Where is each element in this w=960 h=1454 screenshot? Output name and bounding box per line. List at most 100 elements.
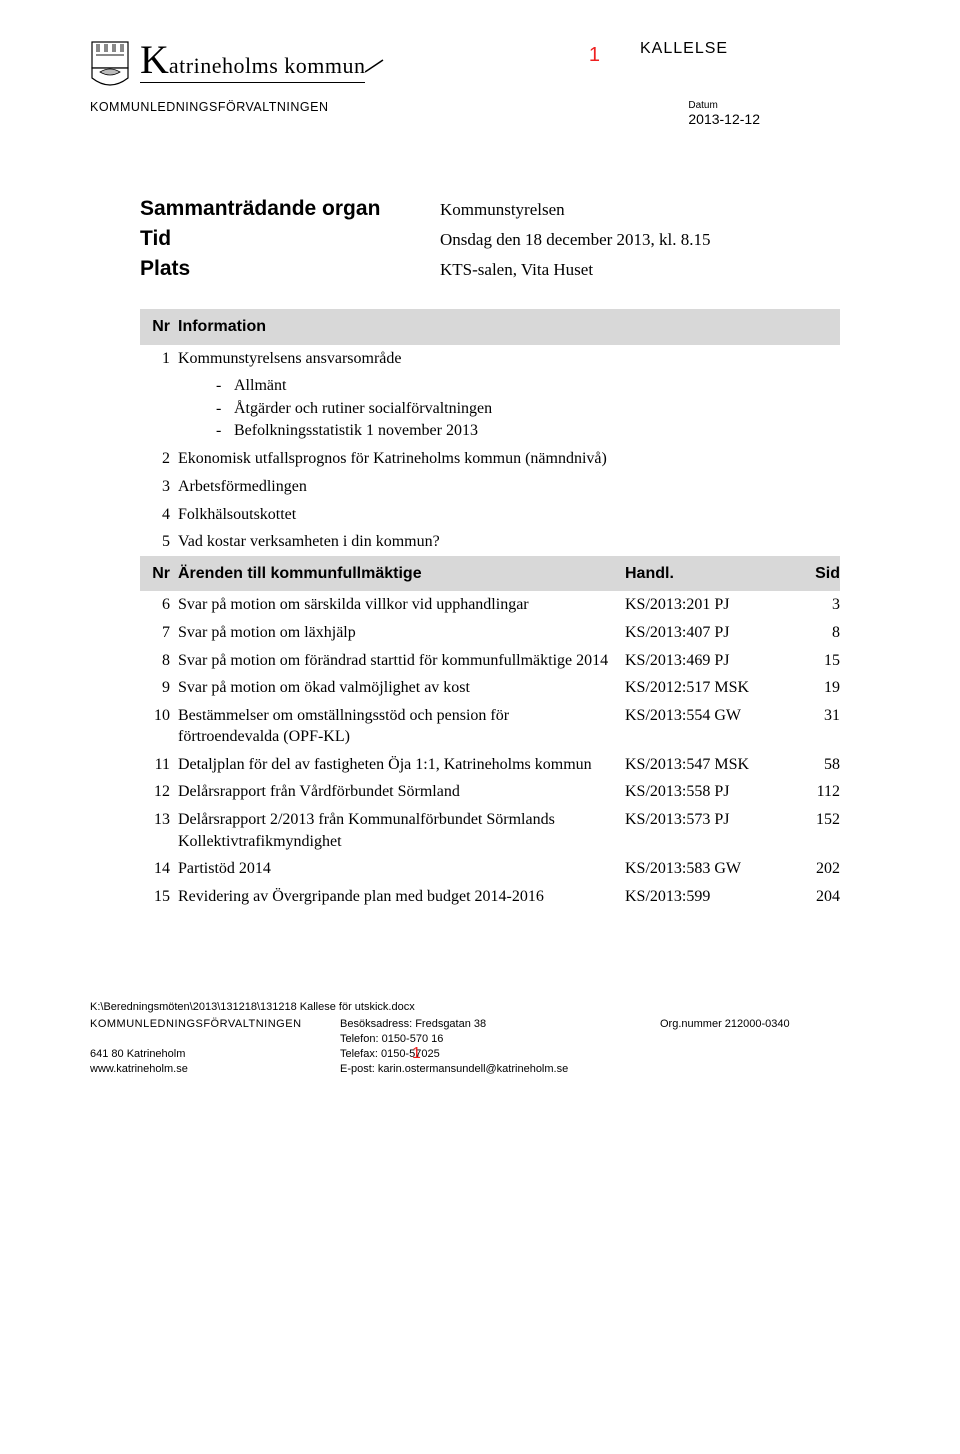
footer-org: Org.nummer 212000-0340	[660, 1017, 840, 1032]
date-value: 2013-12-12	[688, 111, 760, 127]
arenden-sid: 31	[795, 705, 840, 727]
info-nr: 5	[140, 531, 178, 553]
arenden-sid: 204	[795, 886, 840, 908]
arenden-nr: 7	[140, 622, 178, 644]
arenden-sid: 8	[795, 622, 840, 644]
arenden-handl: KS/2013:583 GW	[625, 858, 795, 880]
arenden-row: 8Svar på motion om förändrad starttid fö…	[140, 647, 840, 675]
arenden-sid: 15	[795, 650, 840, 672]
info-row: 4 Folkhälsoutskottet	[140, 501, 840, 529]
title-big-k: K	[140, 40, 169, 80]
sublist-item: -Befolkningsstatistik 1 november 2013	[216, 420, 613, 442]
footer-email: E-post: karin.ostermansundell@katrinehol…	[340, 1062, 660, 1077]
sublist-item: -Åtgärder och rutiner socialförvaltninge…	[216, 398, 613, 420]
info-title: Ekonomisk utfallsprognos för Katrineholm…	[178, 448, 625, 470]
arenden-sid: 152	[795, 809, 840, 831]
arenden-row: 7Svar på motion om läxhjälpKS/2013:407 P…	[140, 619, 840, 647]
arenden-row: 13Delårsrapport 2/2013 från Kommunalförb…	[140, 806, 840, 855]
plats-row: Plats KTS-salen, Vita Huset	[140, 257, 840, 281]
page-number-top: 1	[589, 44, 600, 67]
footer-tel: Telefon: 0150-570 16	[340, 1032, 660, 1047]
department-name: KOMMUNLEDNINGSFÖRVALTNINGEN	[90, 100, 329, 127]
arenden-sid: 19	[795, 677, 840, 699]
info-title: Vad kostar verksamheten i din kommun?	[178, 531, 625, 553]
page-number-bottom: 1	[412, 1043, 421, 1065]
footer-dept: KOMMUNLEDNINGSFÖRVALTNINGEN	[90, 1017, 340, 1032]
arenden-header-sid: Sid	[795, 559, 840, 589]
arenden-handl: KS/2013:201 PJ	[625, 594, 795, 616]
tid-label: Tid	[140, 227, 440, 251]
date-label: Datum	[688, 100, 760, 111]
arenden-header-handl: Handl.	[625, 559, 795, 589]
tid-value: Onsdag den 18 december 2013, kl. 8.15	[440, 227, 711, 251]
crest-icon	[90, 40, 130, 90]
date-block: Datum 2013-12-12	[688, 100, 760, 127]
page-footer: K:\Beredningsmöten\2013\131218\131218 Ka…	[90, 1000, 840, 1076]
organ-row: Sammanträdande organ Kommunstyrelsen	[140, 197, 840, 221]
arenden-sid: 3	[795, 594, 840, 616]
arenden-row: 9Svar på motion om ökad valmöjlighet av …	[140, 674, 840, 702]
arenden-handl: KS/2013:407 PJ	[625, 622, 795, 644]
arenden-handl: KS/2013:547 MSK	[625, 754, 795, 776]
organ-label: Sammanträdande organ	[140, 197, 440, 221]
arenden-nr: 6	[140, 594, 178, 616]
arenden-title: Svar på motion om särskilda villkor vid …	[178, 594, 625, 616]
organ-value: Kommunstyrelsen	[440, 197, 565, 221]
arenden-handl: KS/2013:558 PJ	[625, 781, 795, 803]
title-rest: atrineholms kommun	[169, 53, 366, 79]
arenden-row: 6Svar på motion om särskilda villkor vid…	[140, 591, 840, 619]
info-nr: 3	[140, 476, 178, 498]
arenden-section-header: Nr Ärenden till kommunfullmäktige Handl.…	[140, 556, 840, 592]
arenden-row: 14Partistöd 2014KS/2013:583 GW202	[140, 855, 840, 883]
footer-path: K:\Beredningsmöten\2013\131218\131218 Ka…	[90, 1000, 840, 1015]
info-sublist: -Allmänt -Åtgärder och rutiner socialför…	[140, 372, 840, 445]
municipality-title: K atrineholms kommun	[140, 40, 365, 83]
info-nr: 4	[140, 504, 178, 526]
arenden-handl: KS/2013:599	[625, 886, 795, 908]
info-nr: 2	[140, 448, 178, 470]
arenden-nr: 12	[140, 781, 178, 803]
main-content: Sammanträdande organ Kommunstyrelsen Tid…	[140, 197, 840, 910]
arenden-row: 10Bestämmelser om omställningsstöd och p…	[140, 702, 840, 751]
info-row: 1 Kommunstyrelsens ansvarsområde	[140, 345, 840, 373]
footer-fax: Telefax: 0150-57025	[340, 1047, 660, 1062]
arenden-nr: 8	[140, 650, 178, 672]
arenden-sid: 58	[795, 754, 840, 776]
arenden-nr: 11	[140, 754, 178, 776]
plats-value: KTS-salen, Vita Huset	[440, 257, 593, 281]
sub-header: KOMMUNLEDNINGSFÖRVALTNINGEN Datum 2013-1…	[90, 100, 840, 127]
arenden-handl: KS/2013:554 GW	[625, 705, 795, 727]
arenden-rows: 6Svar på motion om särskilda villkor vid…	[140, 591, 840, 910]
arenden-handl: KS/2013:573 PJ	[625, 809, 795, 831]
info-header-title: Information	[178, 312, 625, 342]
arenden-sid: 112	[795, 781, 840, 803]
arenden-nr: 10	[140, 705, 178, 727]
info-row: 5 Vad kostar verksamheten i din kommun?	[140, 528, 840, 556]
footer-besok: Besöksadress: Fredsgatan 38	[340, 1017, 660, 1032]
arenden-title: Partistöd 2014	[178, 858, 625, 880]
arenden-title: Delårsrapport från Vårdförbundet Sörmlan…	[178, 781, 625, 803]
info-title: Arbetsförmedlingen	[178, 476, 625, 498]
info-nr: 1	[140, 348, 178, 370]
tid-row: Tid Onsdag den 18 december 2013, kl. 8.1…	[140, 227, 840, 251]
arenden-nr: 13	[140, 809, 178, 831]
arenden-title: Svar på motion om förändrad starttid för…	[178, 650, 625, 672]
arenden-nr: 15	[140, 886, 178, 908]
arenden-row: 11Detaljplan för del av fastigheten Öja …	[140, 751, 840, 779]
document-header: K atrineholms kommun 1 KALLELSE	[90, 40, 840, 90]
information-section: Nr Information 1 Kommunstyrelsens ansvar…	[140, 309, 840, 910]
info-header-nr: Nr	[140, 312, 178, 342]
arenden-handl: KS/2012:517 MSK	[625, 677, 795, 699]
info-row: 2 Ekonomisk utfallsprognos för Katrineho…	[140, 445, 840, 473]
kallelse-label: KALLELSE	[640, 40, 840, 58]
arenden-row: 15Revidering av Övergripande plan med bu…	[140, 883, 840, 911]
info-title: Folkhälsoutskottet	[178, 504, 625, 526]
arenden-title: Delårsrapport 2/2013 från Kommunalförbun…	[178, 809, 625, 852]
arenden-title: Svar på motion om läxhjälp	[178, 622, 625, 644]
arenden-title: Revidering av Övergripande plan med budg…	[178, 886, 625, 908]
arenden-nr: 9	[140, 677, 178, 699]
info-row: 3 Arbetsförmedlingen	[140, 473, 840, 501]
info-section-header: Nr Information	[140, 309, 840, 345]
arenden-title: Detaljplan för del av fastigheten Öja 1:…	[178, 754, 625, 776]
logo-block: K atrineholms kommun	[90, 40, 539, 90]
